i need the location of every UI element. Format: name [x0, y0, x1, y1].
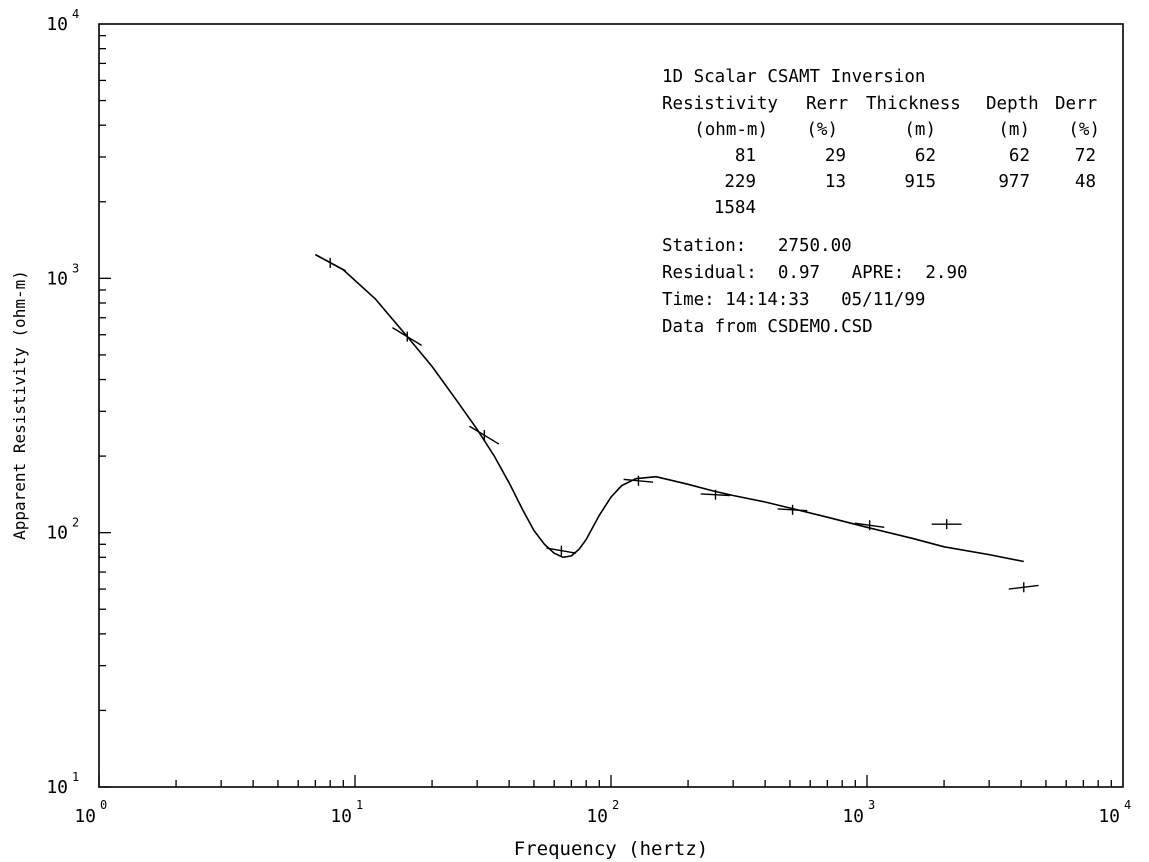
- x-tick-label: 10 4: [1098, 798, 1131, 827]
- x-tick-label: 10 2: [586, 798, 619, 827]
- y-tick-label-exponent: 2: [72, 516, 79, 530]
- observed-point: [469, 425, 500, 445]
- x-tick-label-exponent: 0: [100, 798, 107, 812]
- residual-text: Residual: 0.97 APRE: 2.90: [662, 263, 968, 283]
- x-tick-label-exponent: 2: [612, 798, 619, 812]
- model-curve: [314, 253, 1024, 563]
- inversion-cell: 13: [825, 172, 846, 192]
- x-tick-label-base: 10: [586, 806, 608, 827]
- y-axis-ticks: [99, 34, 111, 788]
- y-axis-tick-labels: 10 1 10 2 10 3 10 4: [46, 7, 79, 798]
- x-tick-label: 10 3: [842, 798, 875, 827]
- inversion-cell: 229: [724, 172, 756, 192]
- x-axis-ticks: [98, 775, 1112, 787]
- y-axis-label: Apparent Resistivity (ohm-m): [10, 270, 29, 540]
- inversion-cell: 81: [735, 146, 756, 166]
- inversion-cell: 62: [915, 146, 936, 166]
- x-tick-label-base: 10: [1098, 806, 1120, 827]
- inversion-unit: (m): [904, 120, 936, 140]
- x-tick-label-base: 10: [842, 806, 864, 827]
- y-tick-label-base: 10: [46, 14, 68, 35]
- observed-point: [315, 253, 347, 272]
- station-info: Station: 2750.00 Residual: 0.97 APRE: 2.…: [662, 236, 968, 337]
- inversion-header: Resistivity: [662, 94, 778, 114]
- y-tick-label-exponent: 3: [72, 261, 79, 275]
- inversion-cell: 72: [1075, 146, 1096, 166]
- inversion-header: Rerr: [806, 94, 848, 114]
- inversion-header: Depth: [986, 94, 1039, 114]
- observed-point: [854, 520, 885, 531]
- inversion-title: 1D Scalar CSAMT Inversion: [662, 67, 925, 87]
- inversion-cell: 29: [825, 146, 846, 166]
- observed-data-points: [315, 253, 1039, 593]
- time-text: Time: 14:14:33 05/11/99: [662, 290, 925, 310]
- observed-point: [777, 504, 808, 515]
- inversion-header: Derr: [1055, 94, 1097, 114]
- y-tick-label: 10 4: [46, 7, 79, 35]
- observed-point: [392, 327, 422, 346]
- x-tick-label-exponent: 3: [868, 798, 875, 812]
- inversion-cell: 977: [998, 172, 1030, 192]
- plot-frame: [98, 23, 1124, 788]
- inversion-unit: (%): [1068, 120, 1100, 140]
- x-tick-label-exponent: 1: [356, 798, 363, 812]
- x-tick-label-base: 10: [330, 806, 352, 827]
- y-tick-label-exponent: 4: [72, 7, 79, 21]
- inversion-cell: 48: [1075, 172, 1096, 192]
- inversion-cell: 62: [1009, 146, 1030, 166]
- station-text: Station: 2750.00: [662, 236, 852, 256]
- observed-point: [700, 489, 731, 500]
- y-tick-label: 10 1: [46, 770, 79, 798]
- data-source-text: Data from CSDEMO.CSD: [662, 317, 873, 337]
- inversion-table: Resistivity Rerr Thickness Depth Derr (ohm-m)…: [662, 94, 1100, 218]
- y-tick-label-base: 10: [46, 523, 68, 544]
- x-axis-tick-labels: 10 0 10 1 10 2 10 3 10 4: [74, 798, 1131, 827]
- inversion-unit: (ohm-m): [694, 120, 768, 140]
- observed-point: [546, 545, 577, 556]
- inversion-cell: 1584: [714, 198, 756, 218]
- inversion-unit: (%): [806, 120, 838, 140]
- x-tick-label: 10 0: [74, 798, 107, 827]
- inversion-header: Thickness: [866, 94, 961, 114]
- observed-point: [623, 475, 654, 486]
- x-tick-label-base: 10: [74, 806, 96, 827]
- observed-point: [1008, 582, 1039, 593]
- y-tick-label-base: 10: [46, 777, 68, 798]
- y-tick-label-exponent: 1: [72, 770, 79, 784]
- y-tick-label-base: 10: [46, 268, 68, 289]
- inversion-annotation: 1D Scalar CSAMT Inversion Resistivity Rer…: [662, 67, 1100, 218]
- x-tick-label: 10 1: [330, 798, 363, 827]
- x-axis-label: Frequency (hertz): [514, 838, 708, 860]
- inversion-cell: 915: [904, 172, 936, 192]
- x-tick-label-exponent: 4: [1124, 798, 1131, 812]
- y-tick-label: 10 3: [46, 261, 79, 289]
- observed-point: [931, 519, 962, 530]
- inversion-unit: (m): [998, 120, 1030, 140]
- y-tick-label: 10 2: [46, 516, 79, 544]
